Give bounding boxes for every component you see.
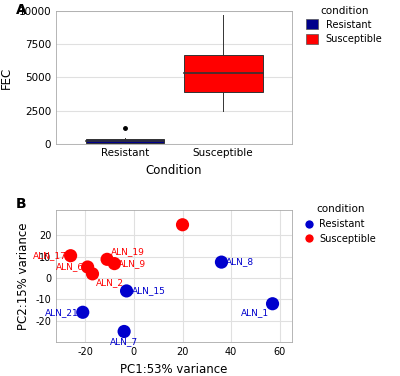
Legend: Resistant, Susceptible: Resistant, Susceptible — [306, 204, 376, 244]
Y-axis label: FEC: FEC — [0, 66, 13, 89]
Point — [89, 271, 96, 277]
Text: ALN_17: ALN_17 — [33, 251, 67, 260]
Text: ALN_7: ALN_7 — [110, 337, 138, 346]
Text: ALN_1: ALN_1 — [241, 308, 269, 317]
X-axis label: Condition: Condition — [146, 164, 202, 177]
Point — [218, 259, 225, 265]
Point — [111, 261, 118, 267]
Text: ALN_21: ALN_21 — [45, 308, 79, 317]
Text: ALN_19: ALN_19 — [111, 247, 145, 256]
Point — [123, 288, 130, 294]
X-axis label: PC1:53% variance: PC1:53% variance — [120, 362, 228, 376]
Legend: Resistant, Susceptible: Resistant, Susceptible — [306, 6, 382, 44]
Text: ALN_2: ALN_2 — [96, 278, 124, 287]
Point — [80, 309, 86, 315]
Text: ALN_8: ALN_8 — [226, 258, 254, 267]
Y-axis label: PC2:15% variance: PC2:15% variance — [17, 222, 30, 330]
Bar — [184, 55, 262, 92]
Point — [269, 301, 276, 307]
Point — [179, 222, 186, 228]
Text: ALN_9: ALN_9 — [118, 259, 146, 268]
Bar — [86, 139, 164, 143]
Point — [84, 264, 91, 270]
Text: ALN_15: ALN_15 — [132, 287, 165, 296]
Point — [67, 253, 74, 259]
Text: A: A — [16, 3, 27, 17]
Text: ALN_6: ALN_6 — [56, 262, 84, 271]
Point — [104, 256, 110, 262]
Text: B: B — [16, 197, 26, 211]
Point — [121, 329, 127, 335]
